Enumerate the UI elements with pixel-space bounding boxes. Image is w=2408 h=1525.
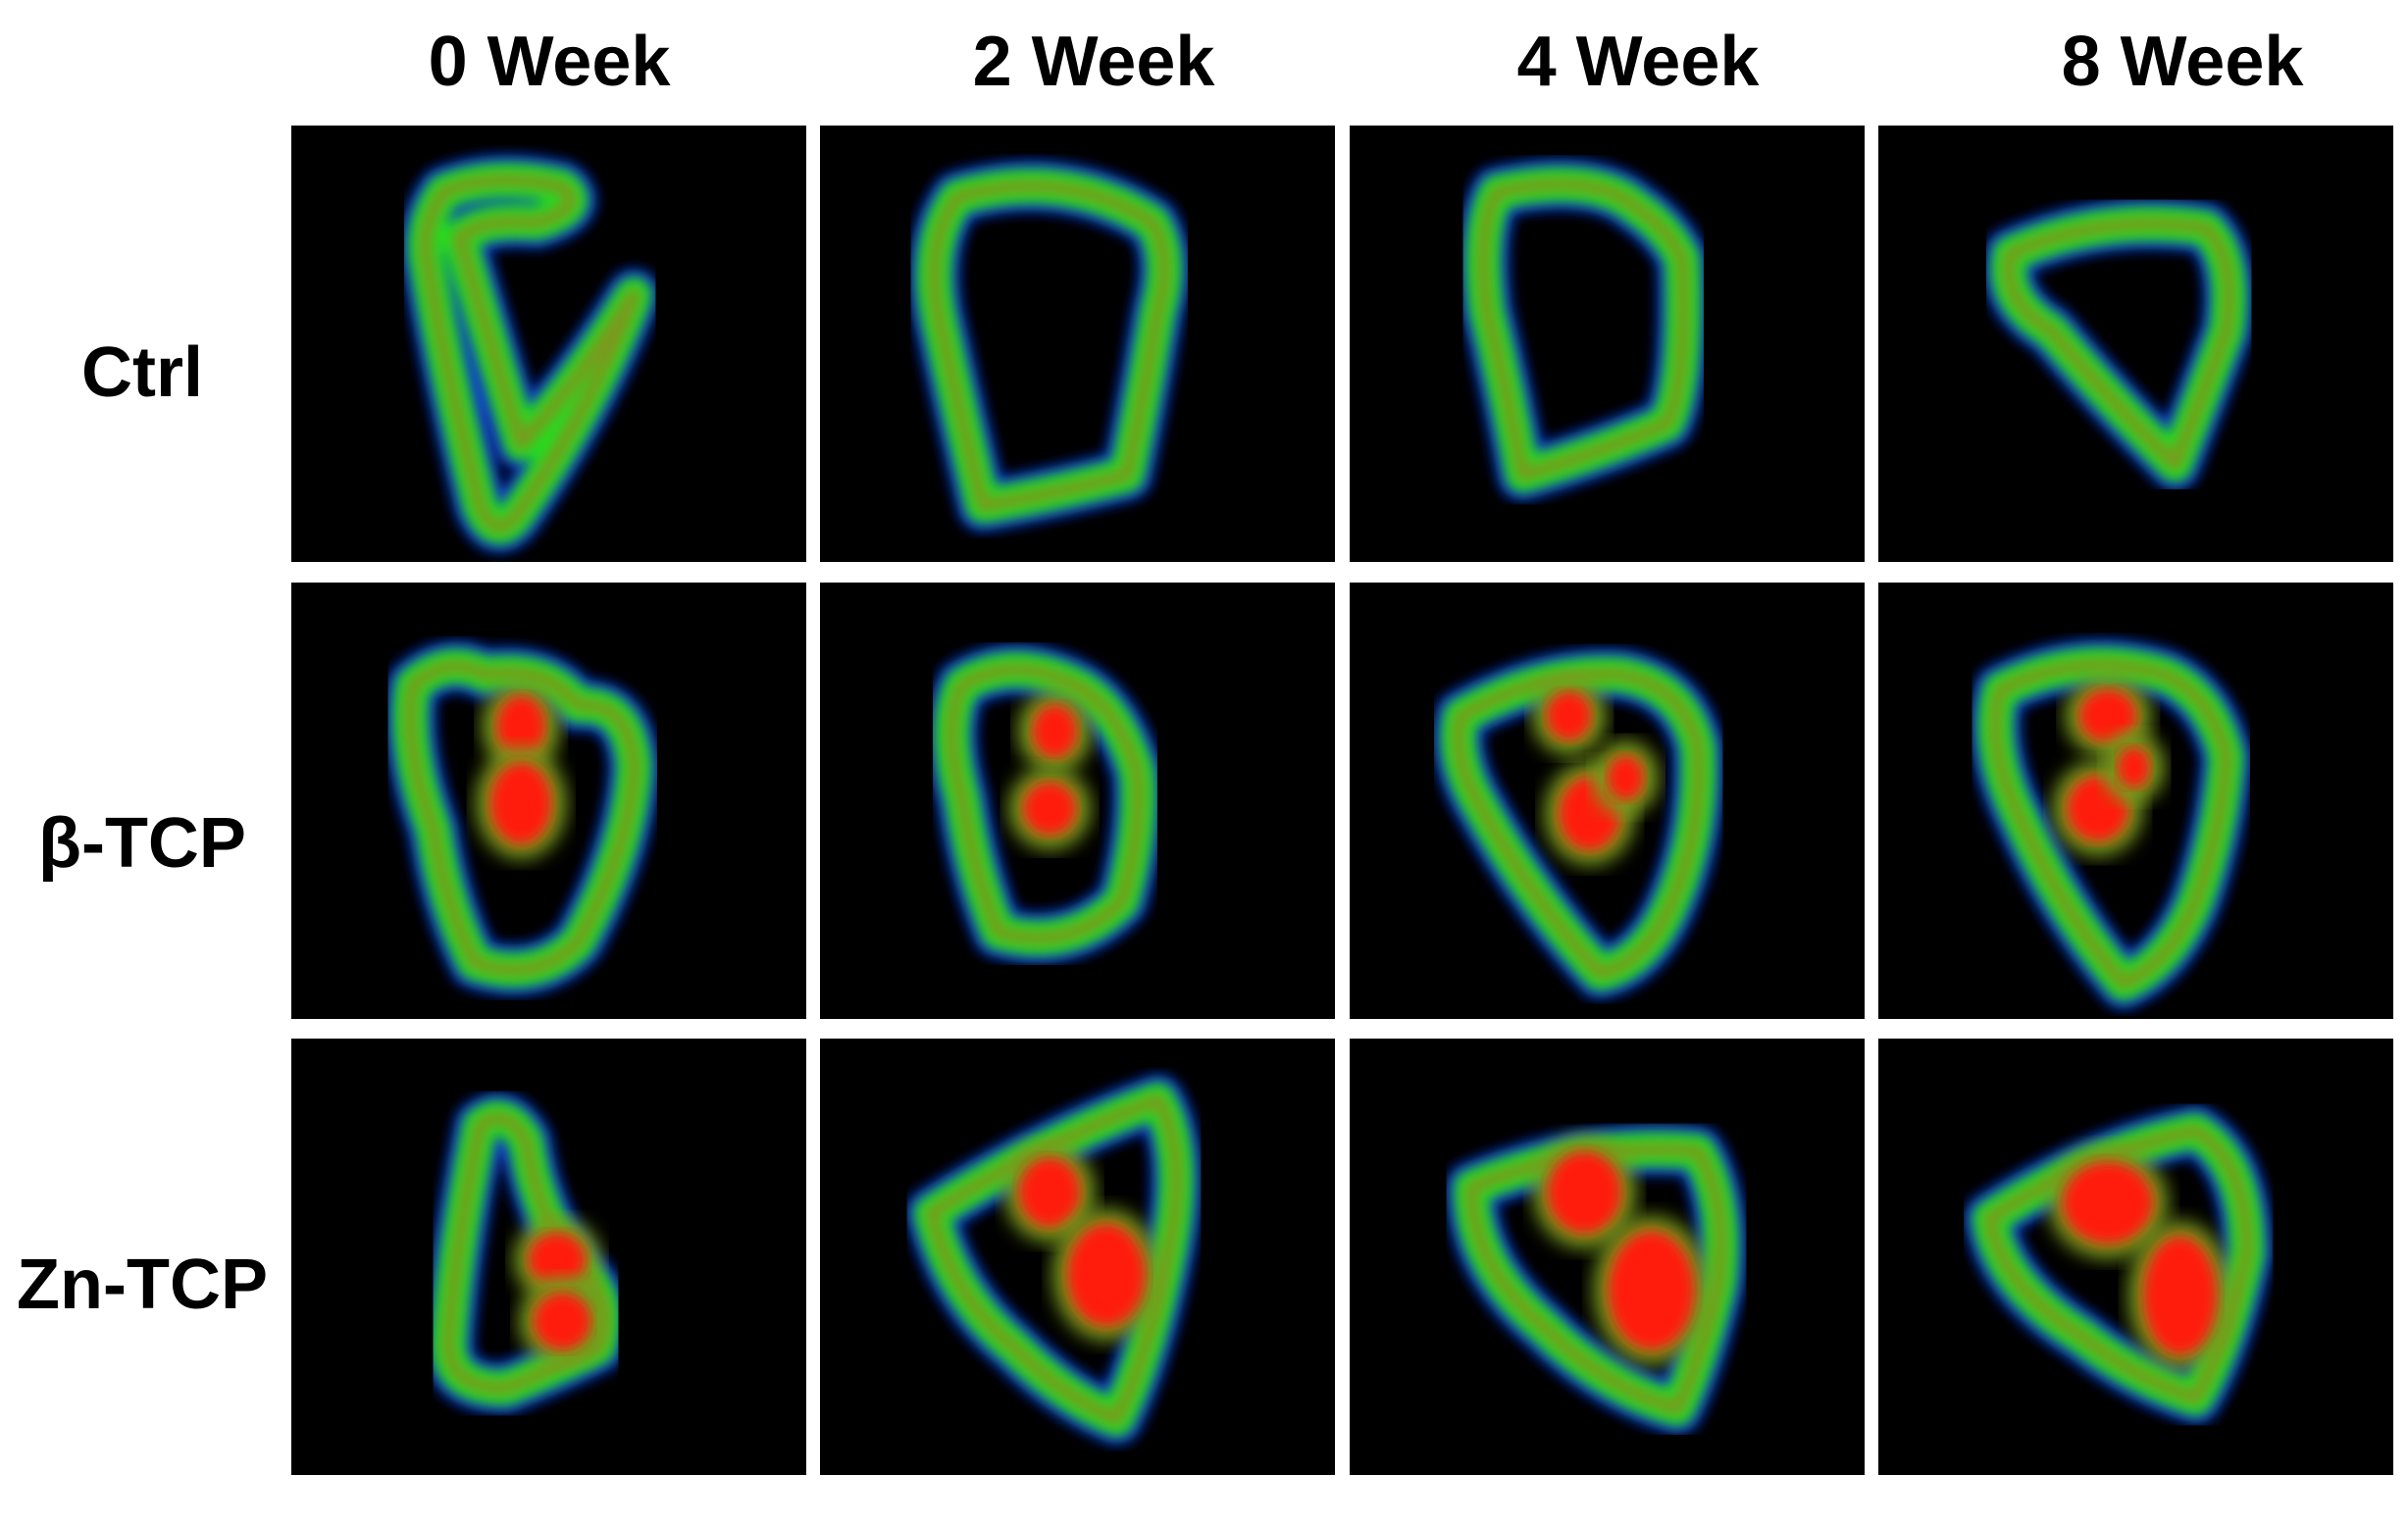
panel-zntcp-week-1 <box>820 1039 1335 1475</box>
scaffold-dense-region <box>1546 690 1592 741</box>
scaffold-dense-region <box>1608 1230 1695 1350</box>
row-label-zn-tcp: Zn-TCP <box>17 1245 268 1324</box>
scaffold-dense-region <box>1547 1151 1622 1234</box>
panel-tcp-week-0 <box>291 583 806 1019</box>
heatmap-image <box>1878 1039 2393 1475</box>
panel-ctrl-week-2 <box>1350 126 1865 562</box>
bone-mineral <box>1475 177 1691 483</box>
heatmap-image <box>1878 126 2393 562</box>
column-label-2-week: 2 Week <box>972 23 1215 101</box>
bone-mineral <box>924 1093 1184 1427</box>
scaffold-dense-region <box>1067 1223 1146 1327</box>
heatmap-image <box>820 1039 1335 1475</box>
panel-zntcp-week-0 <box>291 1039 806 1475</box>
scaffold-dense-region <box>528 1232 587 1287</box>
bone-mineral <box>927 178 1172 514</box>
row-label-beta-tcp: β-TCP <box>38 804 246 883</box>
bone-mineral <box>418 173 641 534</box>
bone-mineral <box>2001 216 2236 473</box>
row-label-ctrl: Ctrl <box>81 333 203 412</box>
heatmap-image <box>820 583 1335 1019</box>
bone-mineral <box>945 662 1146 945</box>
panel-ctrl-week-3 <box>1878 126 2393 562</box>
panel-zntcp-week-3 <box>1878 1039 2393 1475</box>
bone-mineral <box>1451 667 1707 981</box>
heatmap-image <box>1350 583 1865 1019</box>
scaffold-dense-region <box>1018 1157 1081 1228</box>
bone-mineral <box>403 659 642 978</box>
scaffold-dense-region <box>2142 1236 2218 1355</box>
scaffold-dense-region <box>489 762 552 845</box>
panel-tcp-week-2 <box>1350 583 1865 1019</box>
bone-mineral <box>1987 657 2234 991</box>
panel-background <box>1878 126 2393 562</box>
column-label-4-week: 4 Week <box>1516 23 1760 101</box>
panel-tcp-week-1 <box>820 583 1335 1019</box>
scaffold-dense-region <box>496 695 546 757</box>
scaffold-dense-region <box>1032 704 1078 759</box>
column-label-0-week: 0 Week <box>428 23 671 101</box>
bone-mineral <box>1463 1142 1728 1416</box>
column-label-8-week: 8 Week <box>2061 23 2304 101</box>
heatmap-image <box>291 1039 806 1475</box>
scaffold-dense-region <box>1607 754 1645 801</box>
panel-ctrl-week-1 <box>820 126 1335 562</box>
heatmap-image <box>291 583 806 1019</box>
scaffold-dense-region <box>2117 746 2151 788</box>
heatmap-image <box>1350 126 1865 562</box>
panel-background <box>1878 1039 2393 1475</box>
bone-mineral <box>1982 1123 2255 1406</box>
scaffold-dense-region <box>2063 1161 2154 1245</box>
scaffold-dense-region <box>1022 782 1077 836</box>
scaffold-dense-region <box>2078 688 2137 743</box>
panel-ctrl-week-0 <box>291 126 806 562</box>
heatmap-image <box>1350 1039 1865 1475</box>
heatmap-image <box>291 126 806 562</box>
panel-tcp-week-3 <box>1878 583 2393 1019</box>
heatmap-image <box>820 126 1335 562</box>
scaffold-dense-region <box>533 1292 591 1350</box>
heatmap-image <box>1878 583 2393 1019</box>
panel-zntcp-week-2 <box>1350 1039 1865 1475</box>
